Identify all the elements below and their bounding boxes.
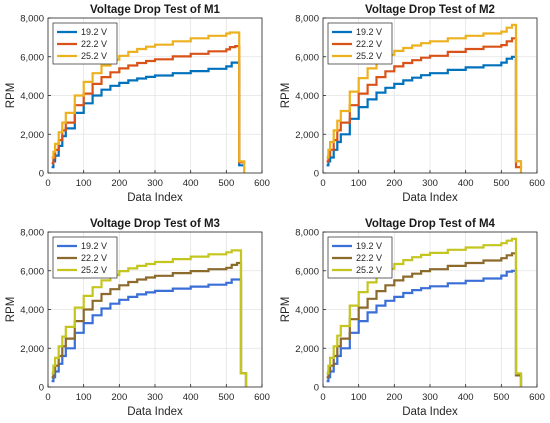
legend-label-1: 19.2 V	[81, 241, 107, 251]
x-tick-label: 100	[351, 392, 367, 403]
chart-title: Voltage Drop Test of M2	[365, 4, 495, 16]
x-tick-label: 500	[218, 178, 234, 189]
x-tick-label: 100	[351, 178, 367, 189]
y-axis-label: RPM	[280, 83, 292, 109]
x-tick-label: 100	[76, 178, 92, 189]
legend-label-1: 19.2 V	[356, 27, 382, 37]
x-tick-label: 600	[254, 178, 270, 189]
series-line-1	[326, 55, 521, 167]
y-tick-label: 0	[39, 383, 44, 394]
x-tick-label: 200	[111, 392, 127, 403]
y-tick-label: 0	[314, 383, 319, 394]
x-tick-label: 200	[386, 178, 402, 189]
x-tick-label: 400	[183, 178, 199, 189]
x-axis-label: Data Index	[402, 192, 458, 204]
series-line-2	[326, 37, 523, 169]
legend-label-2: 22.2 V	[356, 39, 382, 49]
chart-title: Voltage Drop Test of M1	[90, 4, 221, 16]
x-tick-label: 300	[422, 392, 438, 403]
chart-title: Voltage Drop Test of M3	[90, 218, 220, 230]
x-tick-label: 0	[45, 392, 50, 403]
x-axis-label: Data Index	[127, 192, 183, 204]
series-line-2	[51, 261, 248, 387]
series-line-3	[51, 31, 246, 173]
x-tick-label: 0	[320, 178, 325, 189]
x-tick-label: 200	[111, 178, 127, 189]
legend-label-1: 19.2 V	[81, 27, 107, 37]
y-tick-label: 6,000	[20, 52, 44, 63]
series-line-3	[51, 249, 248, 387]
y-tick-label: 8,000	[295, 228, 319, 239]
x-tick-label: 300	[147, 178, 163, 189]
y-tick-label: 6,000	[20, 266, 44, 277]
y-tick-label: 4,000	[20, 305, 44, 316]
chart-3: 0 100 200 300 400 500 600 0 2,000 4,000 6,000 8,000…	[5, 218, 270, 418]
x-tick-label: 100	[76, 392, 92, 403]
legend-label-2: 22.2 V	[81, 253, 107, 263]
y-axis-label: RPM	[5, 297, 17, 323]
x-tick-label: 400	[458, 178, 474, 189]
y-tick-label: 8,000	[20, 14, 44, 25]
series-line-3	[326, 237, 523, 387]
y-tick-label: 2,000	[20, 130, 44, 141]
legend-label-2: 22.2 V	[356, 253, 382, 263]
y-tick-label: 4,000	[295, 305, 319, 316]
x-tick-label: 600	[529, 178, 545, 189]
x-tick-label: 0	[45, 178, 50, 189]
y-tick-label: 2,000	[20, 344, 44, 355]
y-axis-label: RPM	[280, 297, 292, 323]
legend-label-1: 19.2 V	[356, 241, 382, 251]
chart-4: 0 100 200 300 400 500 600 0 2,000 4,000 6,000 8,000…	[280, 218, 545, 418]
y-tick-label: 6,000	[295, 52, 319, 63]
x-tick-label: 0	[320, 392, 325, 403]
chart-2: 0 100 200 300 400 500 600 0 2,000 4,000 6,000 8,000…	[280, 4, 545, 204]
series-line-1	[51, 278, 248, 387]
y-axis-label: RPM	[5, 83, 17, 109]
series-line-2	[326, 252, 523, 387]
x-tick-label: 500	[218, 392, 234, 403]
series-line-1	[326, 269, 523, 387]
chart-title: Voltage Drop Test of M4	[365, 218, 496, 230]
x-tick-label: 600	[529, 392, 545, 403]
legend-label-3: 25.2 V	[356, 265, 382, 275]
x-tick-label: 500	[493, 392, 509, 403]
y-tick-label: 0	[39, 169, 44, 180]
series-line-3	[326, 23, 523, 173]
x-tick-label: 400	[458, 392, 474, 403]
y-tick-label: 2,000	[295, 344, 319, 355]
y-tick-label: 4,000	[295, 91, 319, 102]
x-tick-label: 500	[493, 178, 509, 189]
x-tick-label: 200	[386, 392, 402, 403]
legend-label-3: 25.2 V	[356, 51, 382, 61]
y-tick-label: 8,000	[295, 14, 319, 25]
y-tick-label: 6,000	[295, 266, 319, 277]
x-tick-label: 300	[147, 392, 163, 403]
y-tick-label: 2,000	[295, 130, 319, 141]
legend-label-3: 25.2 V	[81, 265, 107, 275]
y-tick-label: 4,000	[20, 91, 44, 102]
x-tick-label: 600	[254, 392, 270, 403]
y-tick-label: 0	[314, 169, 319, 180]
x-tick-label: 300	[422, 178, 438, 189]
legend-label-2: 22.2 V	[81, 39, 107, 49]
x-axis-label: Data Index	[127, 406, 183, 418]
y-tick-label: 8,000	[20, 228, 44, 239]
x-tick-label: 400	[183, 392, 199, 403]
chart-1: 0 100 200 300 400 500 600 0 2,000 4,000 6,000 8,000…	[5, 4, 270, 204]
x-axis-label: Data Index	[402, 406, 458, 418]
legend-label-3: 25.2 V	[81, 51, 107, 61]
